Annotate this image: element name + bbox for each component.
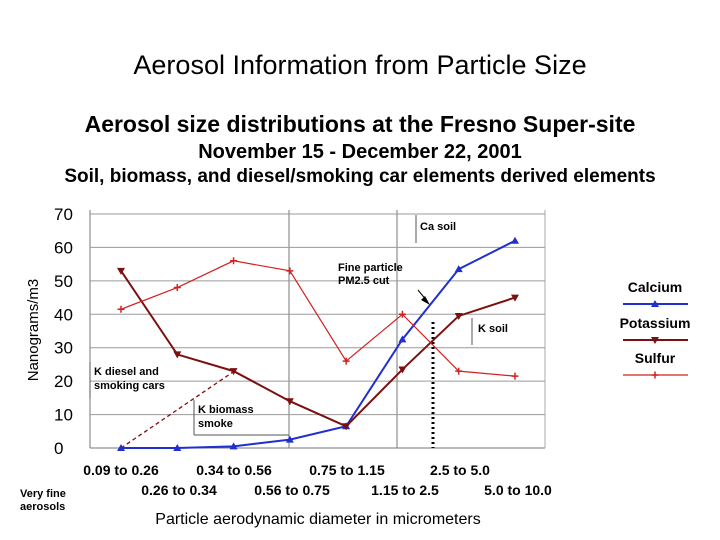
legend-label-calcium: Calcium [628, 279, 682, 295]
annotation-very-fine-1: Very fine [20, 488, 66, 500]
data-point-calcium [285, 435, 294, 443]
y-tick-label: 50 [54, 272, 73, 291]
data-point-calcium [117, 444, 125, 451]
x-axis-label: Particle aerodynamic diameter in microme… [155, 511, 480, 528]
legend-label-sulfur: Sulfur [635, 350, 676, 366]
data-point-potassium [229, 368, 238, 376]
y-tick-label: 30 [54, 339, 73, 358]
series-line-sulfur [120, 260, 516, 377]
x-tick-label: 0.34 to 0.56 [196, 462, 272, 478]
x-tick-label: 0.56 to 0.75 [254, 482, 330, 498]
y-tick-label: 20 [54, 372, 73, 391]
annotation-ca-soil: Ca soil [420, 221, 456, 233]
x-tick-label: 1.15 to 2.5 [371, 482, 439, 498]
data-point-sulfur [398, 310, 406, 318]
data-point-calcium [511, 236, 519, 244]
y-tick-label: 40 [54, 305, 73, 324]
data-point-potassium [173, 351, 182, 359]
y-tick-label: 10 [54, 406, 73, 425]
data-point-sulfur [511, 372, 519, 380]
y-tick-label: 0 [54, 439, 63, 458]
annotation-very-fine-2: aerosols [20, 501, 65, 513]
data-point-potassium [454, 312, 463, 320]
x-tick-label: 0.09 to 0.26 [83, 462, 159, 478]
chart-title: Aerosol size distributions at the Fresno… [84, 111, 636, 137]
data-point-potassium [511, 294, 519, 302]
legend-marker-calcium [651, 300, 659, 307]
legend-marker-sulfur [651, 371, 659, 379]
data-point-potassium [285, 398, 294, 406]
data-point-potassium [342, 423, 351, 431]
data-point-calcium [173, 444, 182, 451]
x-tick-label: 0.75 to 1.15 [309, 462, 385, 478]
annotation-k-soil: K soil [478, 323, 508, 335]
data-point-sulfur [173, 284, 181, 292]
data-point-calcium [454, 265, 463, 273]
data-point-potassium [398, 366, 407, 374]
annotation-k-diesel-1: K diesel and [94, 366, 159, 378]
chart-subtitle-dates: November 15 - December 22, 2001 [198, 141, 522, 163]
biomass-arrow-line [120, 371, 234, 449]
series-line-calcium [121, 239, 516, 449]
annotation-fine-cut-1: Fine particle [338, 262, 403, 274]
y-tick-label: 60 [54, 238, 73, 257]
data-point-sulfur [117, 305, 125, 313]
data-point-sulfur [342, 357, 350, 365]
slide-title: Aerosol Information from Particle Size [133, 50, 587, 80]
annotation-k-biomass-1: K biomass [198, 404, 254, 416]
annotation-k-biomass-2: smoke [198, 418, 233, 430]
data-point-sulfur [455, 367, 463, 375]
x-tick-label: 5.0 to 10.0 [484, 482, 552, 498]
data-point-potassium [117, 267, 125, 275]
y-tick-label: 70 [54, 205, 73, 224]
chart-subtitle-elements: Soil, biomass, and diesel/smoking car el… [64, 166, 656, 187]
data-point-sulfur [286, 267, 294, 275]
legend-label-potassium: Potassium [620, 315, 691, 331]
x-tick-label: 2.5 to 5.0 [430, 462, 490, 478]
annotation-fine-cut-2: PM2.5 cut [338, 275, 390, 287]
data-point-sulfur [230, 257, 238, 265]
annotation-k-diesel-2: smoking cars [94, 380, 165, 392]
data-point-calcium [398, 335, 407, 343]
data-point-calcium [229, 442, 238, 450]
plot-area: 0 10 20 30 40 50 60 70 [54, 205, 546, 458]
y-axis-label: Nanograms/m3 [25, 279, 42, 382]
fine-cut-arrowhead [421, 296, 430, 305]
legend-marker-potassium [651, 337, 659, 344]
x-tick-label: 0.26 to 0.34 [141, 482, 217, 498]
series-line-potassium [120, 270, 516, 428]
